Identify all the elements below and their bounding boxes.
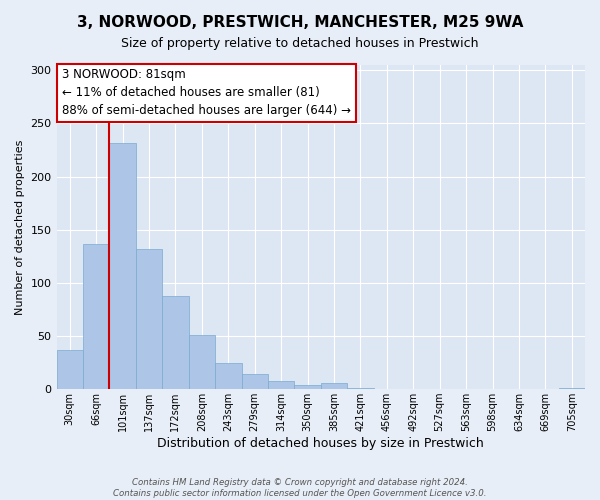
Bar (56, 350, 83, 389)
Bar (242, 374, 268, 389)
Text: Size of property relative to detached houses in Prestwich: Size of property relative to detached ho… (121, 38, 479, 51)
Bar (559, 388, 585, 389)
Text: 3 NORWOOD: 81sqm
← 11% of detached houses are smaller (81)
88% of semi-detached : 3 NORWOOD: 81sqm ← 11% of detached house… (62, 68, 351, 117)
Bar (347, 388, 374, 389)
X-axis label: Distribution of detached houses by size in Prestwich: Distribution of detached houses by size … (157, 437, 484, 450)
Bar (321, 383, 347, 389)
Bar (109, 142, 136, 389)
Bar (162, 296, 188, 389)
Bar (215, 362, 242, 389)
Bar (136, 249, 162, 389)
Bar (268, 380, 295, 389)
Text: 3, NORWOOD, PRESTWICH, MANCHESTER, M25 9WA: 3, NORWOOD, PRESTWICH, MANCHESTER, M25 9… (77, 15, 523, 30)
Bar (188, 335, 215, 389)
Bar (83, 244, 109, 389)
Bar (295, 385, 321, 389)
Y-axis label: Number of detached properties: Number of detached properties (15, 140, 25, 315)
Text: Contains HM Land Registry data © Crown copyright and database right 2024.
Contai: Contains HM Land Registry data © Crown c… (113, 478, 487, 498)
